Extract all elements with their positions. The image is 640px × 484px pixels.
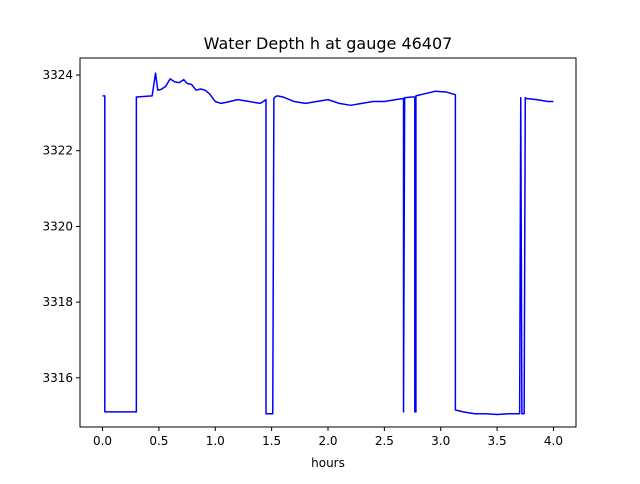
y-tick-label: 3318 [42, 295, 73, 309]
y-tick-label: 3324 [42, 68, 73, 82]
x-tick-label: 0.0 [93, 434, 112, 448]
x-tick-label: 2.5 [375, 434, 394, 448]
x-tick-label: 3.5 [488, 434, 507, 448]
x-tick-label: 0.5 [149, 434, 168, 448]
y-axis: 3316 3318 3320 3322 3324 [42, 68, 80, 385]
series-line-0 [102, 72, 554, 416]
y-tick-label: 3322 [42, 144, 73, 158]
x-tick-label: 3.0 [431, 434, 450, 448]
x-tick-label: 1.5 [262, 434, 281, 448]
x-axis: 0.0 0.5 1.0 1.5 2.0 2.5 3.0 3.5 4.0 [93, 427, 563, 448]
plot-area [102, 72, 554, 416]
x-tick-label: 4.0 [544, 434, 563, 448]
x-tick-label: 2.0 [318, 434, 337, 448]
chart-title: Water Depth h at gauge 46407 [204, 34, 453, 53]
y-tick-label: 3316 [42, 371, 73, 385]
y-tick-label: 3320 [42, 219, 73, 233]
x-tick-label: 1.0 [206, 434, 225, 448]
x-axis-label: hours [311, 456, 345, 470]
